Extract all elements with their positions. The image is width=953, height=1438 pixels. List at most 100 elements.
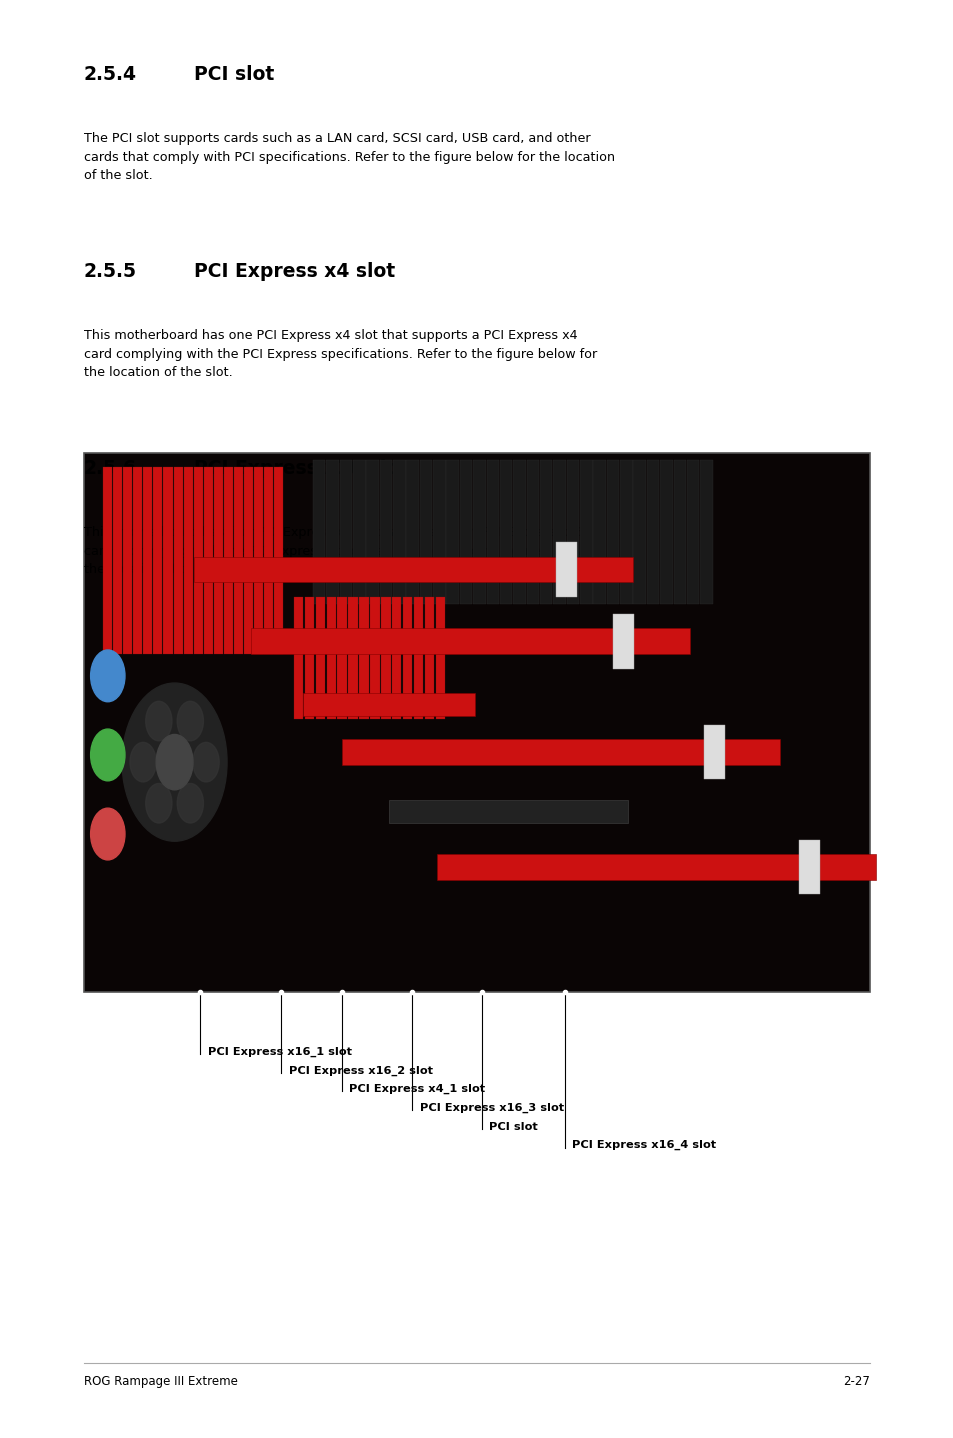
Circle shape — [91, 650, 125, 702]
Bar — [84, 453, 869, 992]
Bar — [244, 467, 253, 654]
Bar — [473, 460, 485, 604]
Bar — [659, 460, 672, 604]
Bar — [304, 597, 314, 719]
Bar — [251, 628, 689, 654]
Bar — [393, 460, 405, 604]
Bar — [436, 854, 875, 880]
Text: ROG Rampage III Extreme: ROG Rampage III Extreme — [84, 1375, 237, 1388]
Bar — [392, 597, 401, 719]
Text: PCI slot: PCI slot — [489, 1122, 537, 1132]
Bar — [646, 460, 659, 604]
Bar — [619, 460, 632, 604]
Bar — [113, 467, 122, 654]
Bar — [414, 597, 423, 719]
Bar — [389, 800, 627, 823]
Text: 2.5.5: 2.5.5 — [84, 262, 137, 280]
Bar — [486, 460, 498, 604]
Text: This motherboard has four PCI Express x16 slots that support PCI Express x16
car: This motherboard has four PCI Express x1… — [84, 526, 603, 577]
Bar — [593, 460, 605, 604]
Circle shape — [130, 742, 156, 782]
Bar — [419, 460, 432, 604]
Text: 2.5.6: 2.5.6 — [84, 459, 137, 477]
Bar — [224, 467, 233, 654]
Text: The PCI slot supports cards such as a LAN card, SCSI card, USB card, and other
c: The PCI slot supports cards such as a LA… — [84, 132, 615, 183]
Bar — [313, 460, 325, 604]
Bar — [123, 467, 132, 654]
Text: 2-27: 2-27 — [842, 1375, 869, 1388]
Circle shape — [146, 784, 172, 823]
Bar — [204, 467, 213, 654]
Bar — [233, 467, 243, 654]
Bar — [359, 597, 369, 719]
Bar — [315, 597, 325, 719]
Bar — [153, 467, 162, 654]
Bar — [606, 460, 618, 604]
Bar — [433, 460, 445, 604]
Bar — [193, 557, 632, 582]
Text: PCI Express x16_3 slot: PCI Express x16_3 slot — [419, 1103, 563, 1113]
Bar — [274, 467, 283, 654]
Circle shape — [146, 702, 172, 741]
Bar — [379, 460, 392, 604]
Bar — [353, 460, 365, 604]
Bar — [556, 542, 577, 597]
Bar — [703, 725, 724, 779]
Bar — [406, 460, 418, 604]
Bar — [366, 460, 378, 604]
Text: PCI Express x16_1 slot: PCI Express x16_1 slot — [208, 1047, 352, 1057]
Bar — [326, 597, 335, 719]
Circle shape — [193, 742, 219, 782]
Bar — [253, 467, 263, 654]
Bar — [163, 467, 172, 654]
Bar — [513, 460, 525, 604]
Bar — [799, 840, 820, 894]
Bar — [424, 597, 434, 719]
Bar — [566, 460, 578, 604]
Bar — [402, 597, 412, 719]
Circle shape — [122, 683, 227, 841]
Circle shape — [156, 735, 193, 789]
Bar — [193, 467, 202, 654]
Bar — [337, 597, 347, 719]
Bar — [686, 460, 699, 604]
Bar — [633, 460, 645, 604]
Text: PCI Express x4 slot: PCI Express x4 slot — [193, 262, 395, 280]
Bar — [539, 460, 552, 604]
Bar — [341, 739, 780, 765]
Text: PCI Express x16 slots: PCI Express x16 slots — [193, 459, 418, 477]
Bar — [326, 460, 338, 604]
Circle shape — [177, 784, 203, 823]
Bar — [143, 467, 152, 654]
Circle shape — [91, 808, 125, 860]
Bar — [339, 460, 352, 604]
Bar — [436, 597, 445, 719]
Circle shape — [91, 729, 125, 781]
Text: This motherboard has one PCI Express x4 slot that supports a PCI Express x4
card: This motherboard has one PCI Express x4 … — [84, 329, 597, 380]
Bar — [370, 597, 379, 719]
Bar — [294, 597, 303, 719]
Bar — [380, 597, 390, 719]
Circle shape — [177, 702, 203, 741]
Bar — [700, 460, 712, 604]
Bar — [348, 597, 357, 719]
Text: PCI slot: PCI slot — [193, 65, 274, 83]
Bar — [446, 460, 458, 604]
Bar — [553, 460, 565, 604]
Bar — [133, 467, 142, 654]
Bar — [579, 460, 592, 604]
Bar — [499, 460, 512, 604]
Bar — [173, 467, 182, 654]
Text: 2.5.4: 2.5.4 — [84, 65, 137, 83]
Bar — [613, 614, 634, 669]
Text: PCI Express x16_4 slot: PCI Express x16_4 slot — [572, 1140, 716, 1150]
Text: PCI Express x4_1 slot: PCI Express x4_1 slot — [349, 1084, 485, 1094]
Bar — [459, 460, 472, 604]
Text: PCI Express x16_2 slot: PCI Express x16_2 slot — [289, 1066, 433, 1076]
Bar — [103, 467, 112, 654]
Bar — [183, 467, 193, 654]
Bar — [303, 693, 475, 716]
Bar — [526, 460, 538, 604]
Bar — [213, 467, 223, 654]
Bar — [673, 460, 685, 604]
